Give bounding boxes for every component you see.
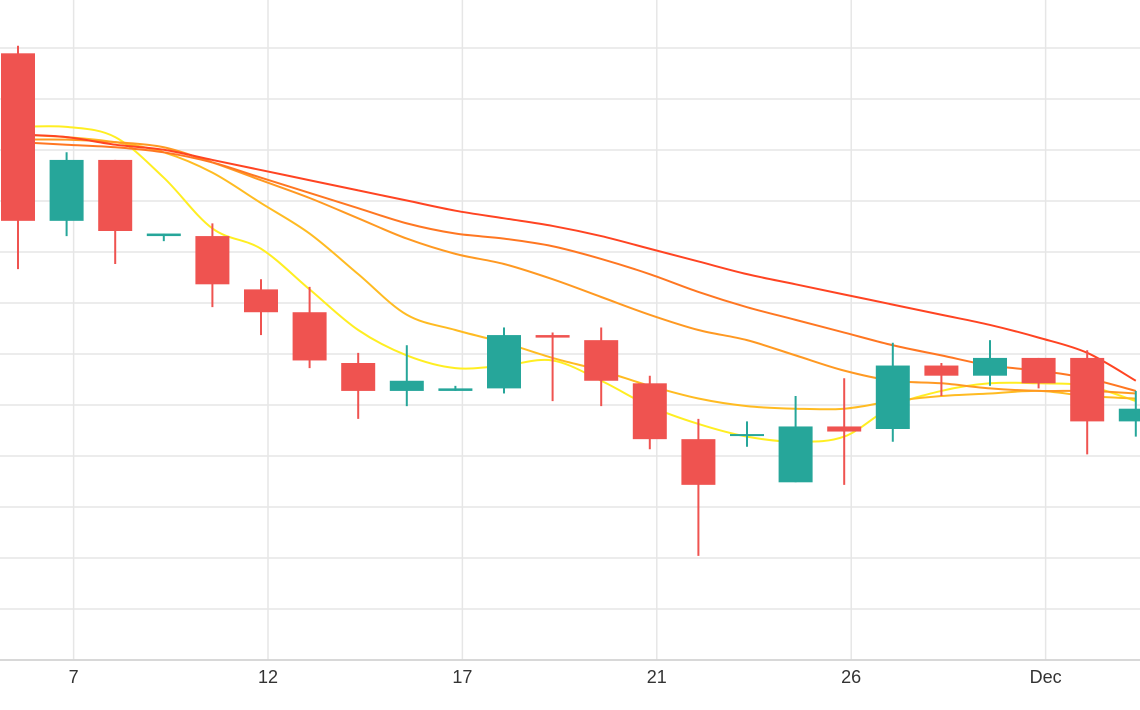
candle-body bbox=[146, 233, 181, 237]
candle bbox=[730, 421, 764, 447]
x-tick-label: 26 bbox=[841, 667, 861, 687]
candle bbox=[827, 378, 862, 485]
candle-body bbox=[1118, 408, 1140, 422]
candle bbox=[146, 233, 181, 242]
horizontal-gridlines bbox=[0, 47, 1140, 661]
vertical-gridlines bbox=[72, 0, 1047, 660]
candle-body bbox=[341, 363, 376, 391]
moving-average-line bbox=[17, 138, 1136, 395]
candle bbox=[98, 159, 133, 264]
moving-average-line bbox=[17, 133, 1136, 411]
candle bbox=[973, 340, 1007, 386]
candle-body bbox=[292, 312, 327, 361]
candle bbox=[681, 418, 716, 556]
x-tick-label: 21 bbox=[647, 667, 667, 687]
candle bbox=[195, 223, 230, 308]
candle-body bbox=[535, 335, 570, 338]
moving-average-line bbox=[17, 125, 1137, 443]
candle-body bbox=[584, 340, 619, 381]
candle-body bbox=[98, 159, 133, 231]
candle-body bbox=[778, 426, 813, 483]
candle-body bbox=[875, 365, 910, 429]
candle-body bbox=[1021, 357, 1056, 384]
candle-body bbox=[973, 357, 1007, 376]
candle-body bbox=[389, 380, 424, 391]
candle bbox=[389, 345, 424, 407]
x-tick-label: 7 bbox=[69, 667, 79, 687]
candle bbox=[875, 342, 910, 442]
candle bbox=[924, 363, 959, 396]
candle-body bbox=[49, 159, 84, 221]
candle-body bbox=[1, 53, 35, 221]
candle bbox=[487, 327, 521, 394]
candle-body bbox=[924, 365, 959, 376]
candle-body bbox=[487, 335, 521, 389]
x-tick-label: Dec bbox=[1030, 667, 1062, 687]
moving-average-lines bbox=[17, 125, 1137, 443]
x-tick-labels: 7 12 17 21 26 Dec bbox=[69, 667, 1062, 687]
candle-body bbox=[827, 426, 862, 432]
candle bbox=[438, 385, 473, 391]
candle-body bbox=[632, 383, 667, 440]
candle-body bbox=[438, 388, 473, 391]
candle-body bbox=[681, 439, 716, 485]
moving-average-line bbox=[17, 133, 1137, 382]
candle-body bbox=[195, 236, 230, 285]
candle bbox=[632, 375, 667, 450]
candle bbox=[1, 45, 35, 270]
candle bbox=[1021, 357, 1056, 389]
candles bbox=[1, 45, 1140, 556]
candle bbox=[584, 327, 619, 407]
x-tick-label: 17 bbox=[452, 667, 472, 687]
candle-body bbox=[244, 289, 278, 313]
candle bbox=[778, 396, 813, 483]
candle bbox=[1070, 350, 1105, 455]
candle bbox=[1118, 390, 1140, 437]
candle bbox=[535, 332, 570, 402]
moving-average-line bbox=[17, 141, 1137, 392]
candle bbox=[341, 352, 376, 419]
candle bbox=[244, 279, 278, 336]
candle bbox=[49, 152, 84, 237]
x-tick-label: 12 bbox=[258, 667, 278, 687]
candle bbox=[292, 286, 327, 369]
candle-body bbox=[730, 434, 764, 437]
candle-body bbox=[1070, 357, 1105, 422]
